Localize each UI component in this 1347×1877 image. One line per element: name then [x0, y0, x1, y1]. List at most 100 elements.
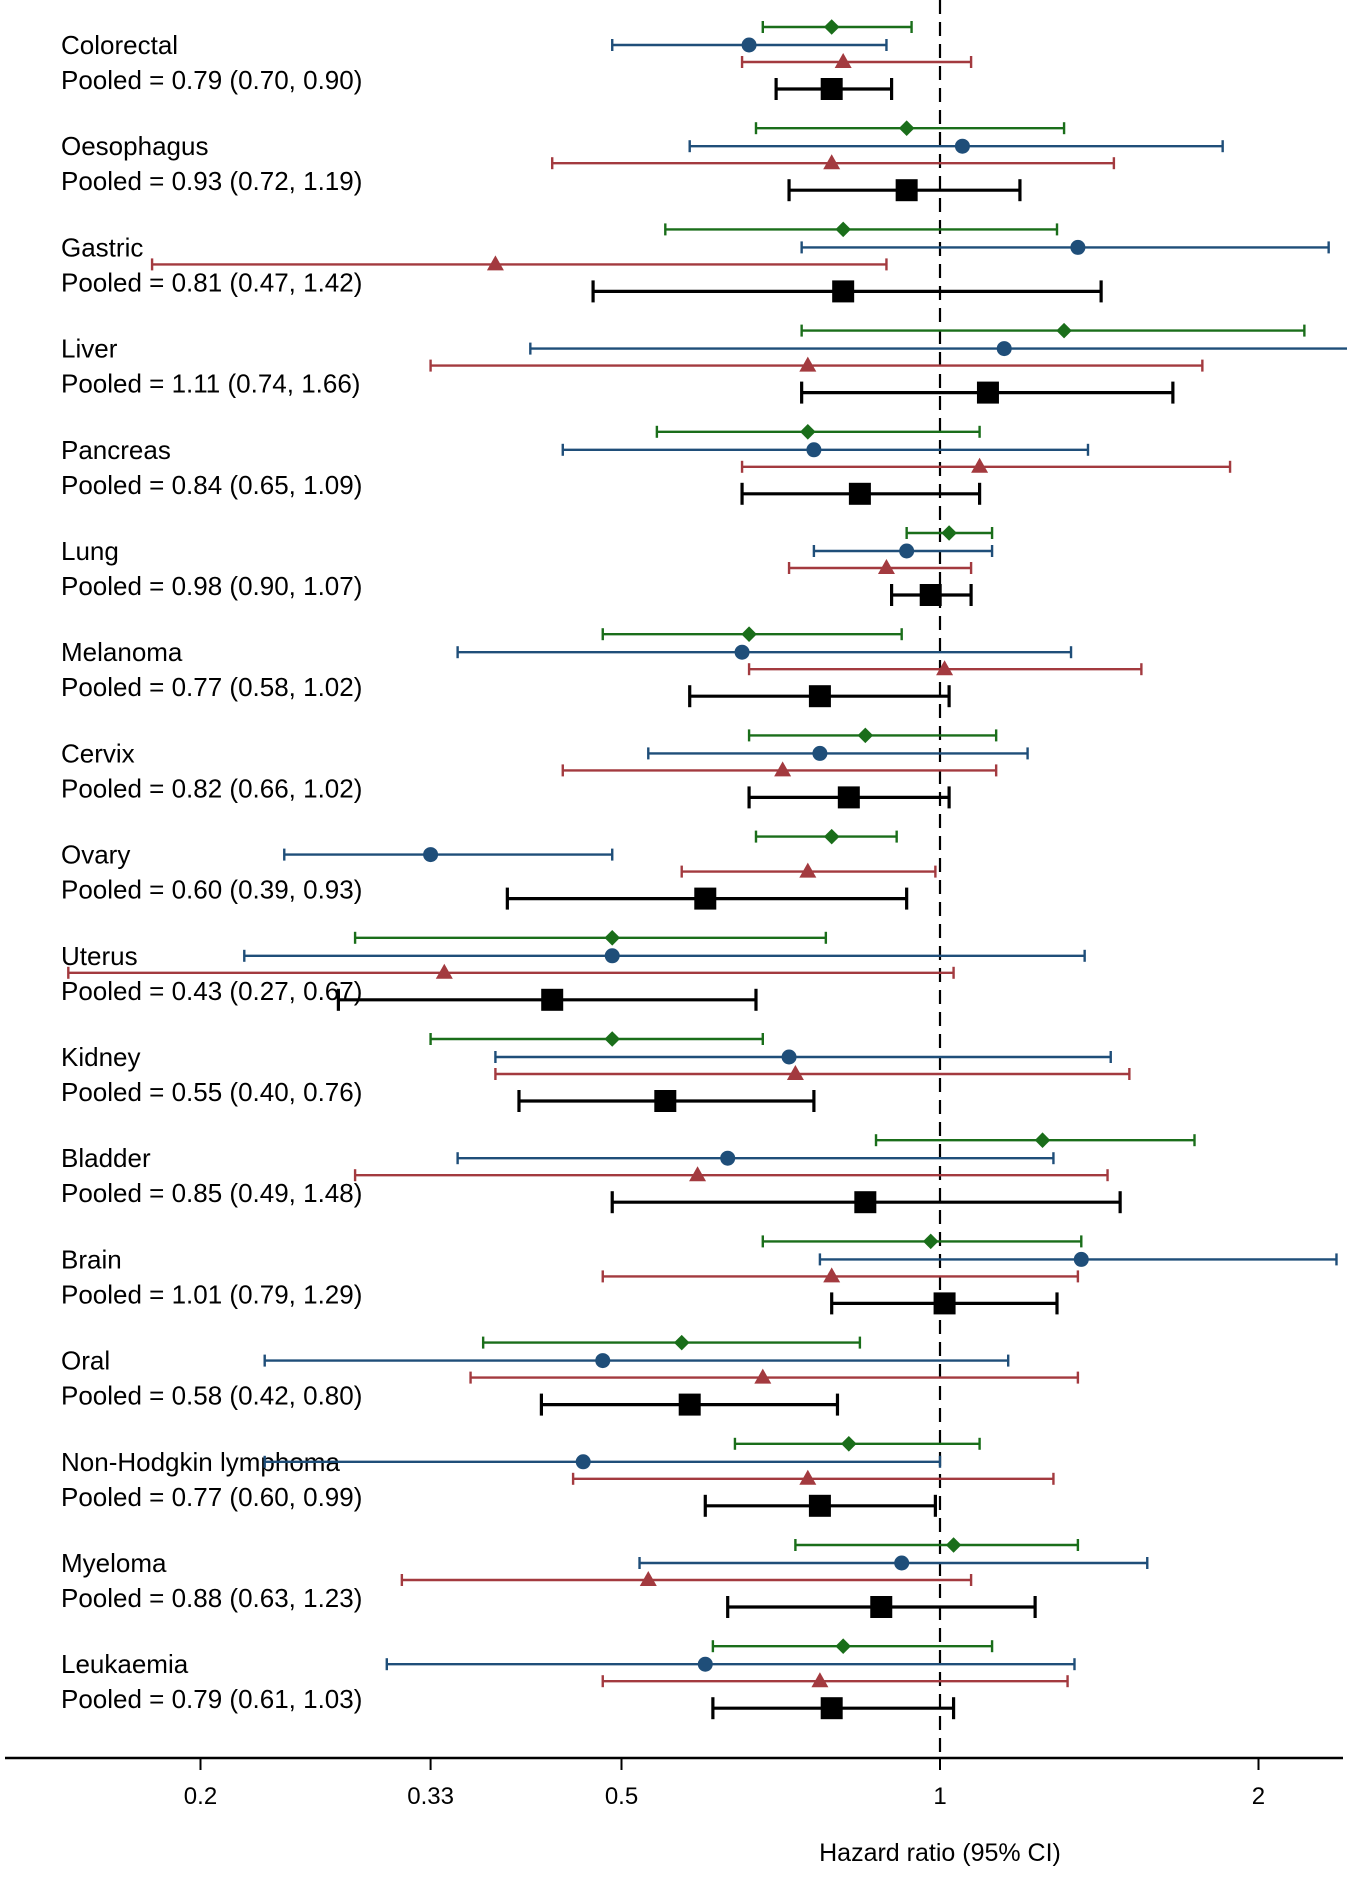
ci-pooled-lung: [889, 584, 973, 606]
ci-pooled-oesophagus: [787, 179, 1022, 202]
ci-red-oesophagus: [551, 154, 1116, 170]
ci-pooled-ovary: [505, 887, 909, 910]
point-red-triangle-non-hodgkin-lymphoma: [799, 1469, 817, 1485]
ci-green-gastric: [664, 221, 1059, 238]
pooled-estimate-cervix: Pooled = 0.82 (0.66, 1.02): [61, 773, 362, 803]
pooled-estimate-leukaemia: Pooled = 0.79 (0.61, 1.03): [61, 1684, 362, 1714]
point-pooled-square-oral: [678, 1393, 701, 1416]
ci-green-kidney: [429, 1031, 764, 1047]
ci-blue-lung: [812, 543, 994, 559]
ci-pooled-non-hodgkin-lymphoma: [703, 1494, 937, 1517]
point-pooled-square-cervix: [837, 786, 860, 809]
ci-red-myeloma: [400, 1571, 973, 1586]
ci-blue-leukaemia: [385, 1656, 1076, 1672]
point-blue-circle-non-hodgkin-lymphoma: [575, 1454, 591, 1470]
point-red-triangle-kidney: [786, 1065, 804, 1080]
point-red-triangle-cervix: [774, 761, 792, 777]
group-name-oral: Oral: [61, 1346, 110, 1376]
group-name-bladder: Bladder: [61, 1143, 151, 1173]
ci-blue-colorectal: [611, 37, 888, 53]
group-name-kidney: Kidney: [61, 1042, 141, 1072]
ci-blue-brain: [818, 1251, 1338, 1267]
pooled-estimate-ovary: Pooled = 0.60 (0.39, 0.93): [61, 875, 362, 905]
pooled-estimate-colorectal: Pooled = 0.79 (0.70, 0.90): [61, 65, 362, 95]
point-red-triangle-melanoma: [936, 660, 954, 676]
group-name-ovary: Ovary: [61, 840, 130, 870]
point-blue-circle-uterus: [604, 948, 620, 964]
ci-red-cervix: [561, 761, 998, 777]
x-axis: 0.20.330.512345: [5, 1756, 1343, 1810]
point-blue-circle-leukaemia: [697, 1656, 713, 1672]
ci-red-non-hodgkin-lymphoma: [571, 1469, 1055, 1485]
ci-green-liver: [800, 322, 1306, 339]
ci-red-kidney: [494, 1065, 1131, 1080]
point-blue-circle-pancreas: [806, 442, 822, 458]
point-green-diamond-lung: [941, 525, 957, 541]
x-axis-title: Hazard ratio (95% CI): [819, 1839, 1061, 1867]
point-blue-circle-lung: [899, 543, 915, 559]
point-pooled-square-colorectal: [820, 78, 843, 100]
group-name-uterus: Uterus: [61, 941, 138, 971]
group-name-colorectal: Colorectal: [61, 30, 178, 60]
group-name-brain: Brain: [61, 1244, 122, 1274]
point-green-diamond-non-hodgkin-lymphoma: [841, 1436, 857, 1452]
ci-pooled-liver: [800, 381, 1175, 404]
ci-red-leukaemia: [601, 1672, 1069, 1688]
ci-blue-oesophagus: [688, 138, 1224, 154]
pooled-estimate-uterus: Pooled = 0.43 (0.27, 0.67): [61, 976, 362, 1006]
point-pooled-square-oesophagus: [895, 179, 918, 202]
pooled-estimate-liver: Pooled = 1.11 (0.74, 1.66): [61, 369, 360, 399]
pooled-estimate-melanoma: Pooled = 0.77 (0.58, 1.02): [61, 672, 362, 702]
point-red-triangle-brain: [823, 1267, 841, 1283]
ci-pooled-uterus: [336, 988, 758, 1011]
ci-red-bladder: [353, 1166, 1109, 1182]
point-green-diamond-liver: [1056, 322, 1072, 339]
group-name-cervix: Cervix: [61, 738, 135, 768]
ci-pooled-gastric: [591, 280, 1103, 303]
point-blue-circle-ovary: [423, 847, 439, 863]
group-name-myeloma: Myeloma: [61, 1548, 167, 1578]
ci-green-colorectal: [761, 19, 913, 35]
point-green-diamond-cervix: [857, 727, 874, 744]
pooled-estimate-oral: Pooled = 0.58 (0.42, 0.80): [61, 1381, 362, 1411]
point-pooled-square-kidney: [654, 1090, 677, 1112]
ci-green-brain: [761, 1233, 1083, 1250]
pooled-estimate-non-hodgkin-lymphoma: Pooled = 0.77 (0.60, 0.99): [61, 1482, 362, 1512]
point-pooled-square-ovary: [694, 887, 717, 910]
point-blue-circle-kidney: [781, 1049, 797, 1065]
ci-green-oral: [481, 1334, 862, 1351]
point-blue-circle-oral: [595, 1353, 611, 1369]
ci-red-pancreas: [740, 457, 1232, 473]
ci-pooled-brain: [830, 1292, 1059, 1315]
ci-red-oral: [469, 1368, 1080, 1384]
group-name-oesophagus: Oesophagus: [61, 131, 208, 161]
ci-pooled-colorectal: [774, 78, 894, 100]
point-green-diamond-colorectal: [823, 19, 840, 35]
point-green-diamond-brain: [922, 1233, 939, 1250]
point-red-triangle-pancreas: [971, 457, 989, 473]
group-name-melanoma: Melanoma: [61, 637, 183, 667]
point-green-diamond-gastric: [835, 221, 851, 238]
point-pooled-square-gastric: [832, 280, 855, 303]
pooled-estimate-pancreas: Pooled = 0.84 (0.65, 1.09): [61, 470, 362, 500]
ci-red-liver: [429, 356, 1204, 372]
point-blue-circle-myeloma: [894, 1555, 910, 1571]
point-pooled-square-uterus: [541, 988, 564, 1011]
ci-green-uterus: [353, 930, 828, 946]
point-red-triangle-leukaemia: [811, 1672, 829, 1688]
ci-pooled-leukaemia: [711, 1697, 956, 1720]
x-tick-label-0.5: 0.5: [605, 1783, 638, 1810]
ci-green-leukaemia: [711, 1638, 994, 1654]
group-labels: Colorectal Pooled = 0.79 (0.70, 0.90) Oeso…: [61, 30, 362, 1714]
ci-blue-bladder: [456, 1150, 1055, 1166]
pooled-estimate-myeloma: Pooled = 0.88 (0.63, 1.23): [61, 1583, 362, 1613]
group-name-liver: Liver: [61, 334, 118, 364]
point-green-diamond-myeloma: [945, 1537, 962, 1553]
point-red-triangle-ovary: [799, 862, 817, 878]
pooled-estimate-oesophagus: Pooled = 0.93 (0.72, 1.19): [61, 166, 362, 196]
point-red-triangle-uterus: [435, 963, 453, 979]
point-green-diamond-pancreas: [800, 424, 816, 440]
point-green-diamond-ovary: [823, 828, 840, 845]
point-blue-circle-oesophagus: [954, 138, 970, 154]
ci-pooled-bladder: [610, 1191, 1122, 1214]
